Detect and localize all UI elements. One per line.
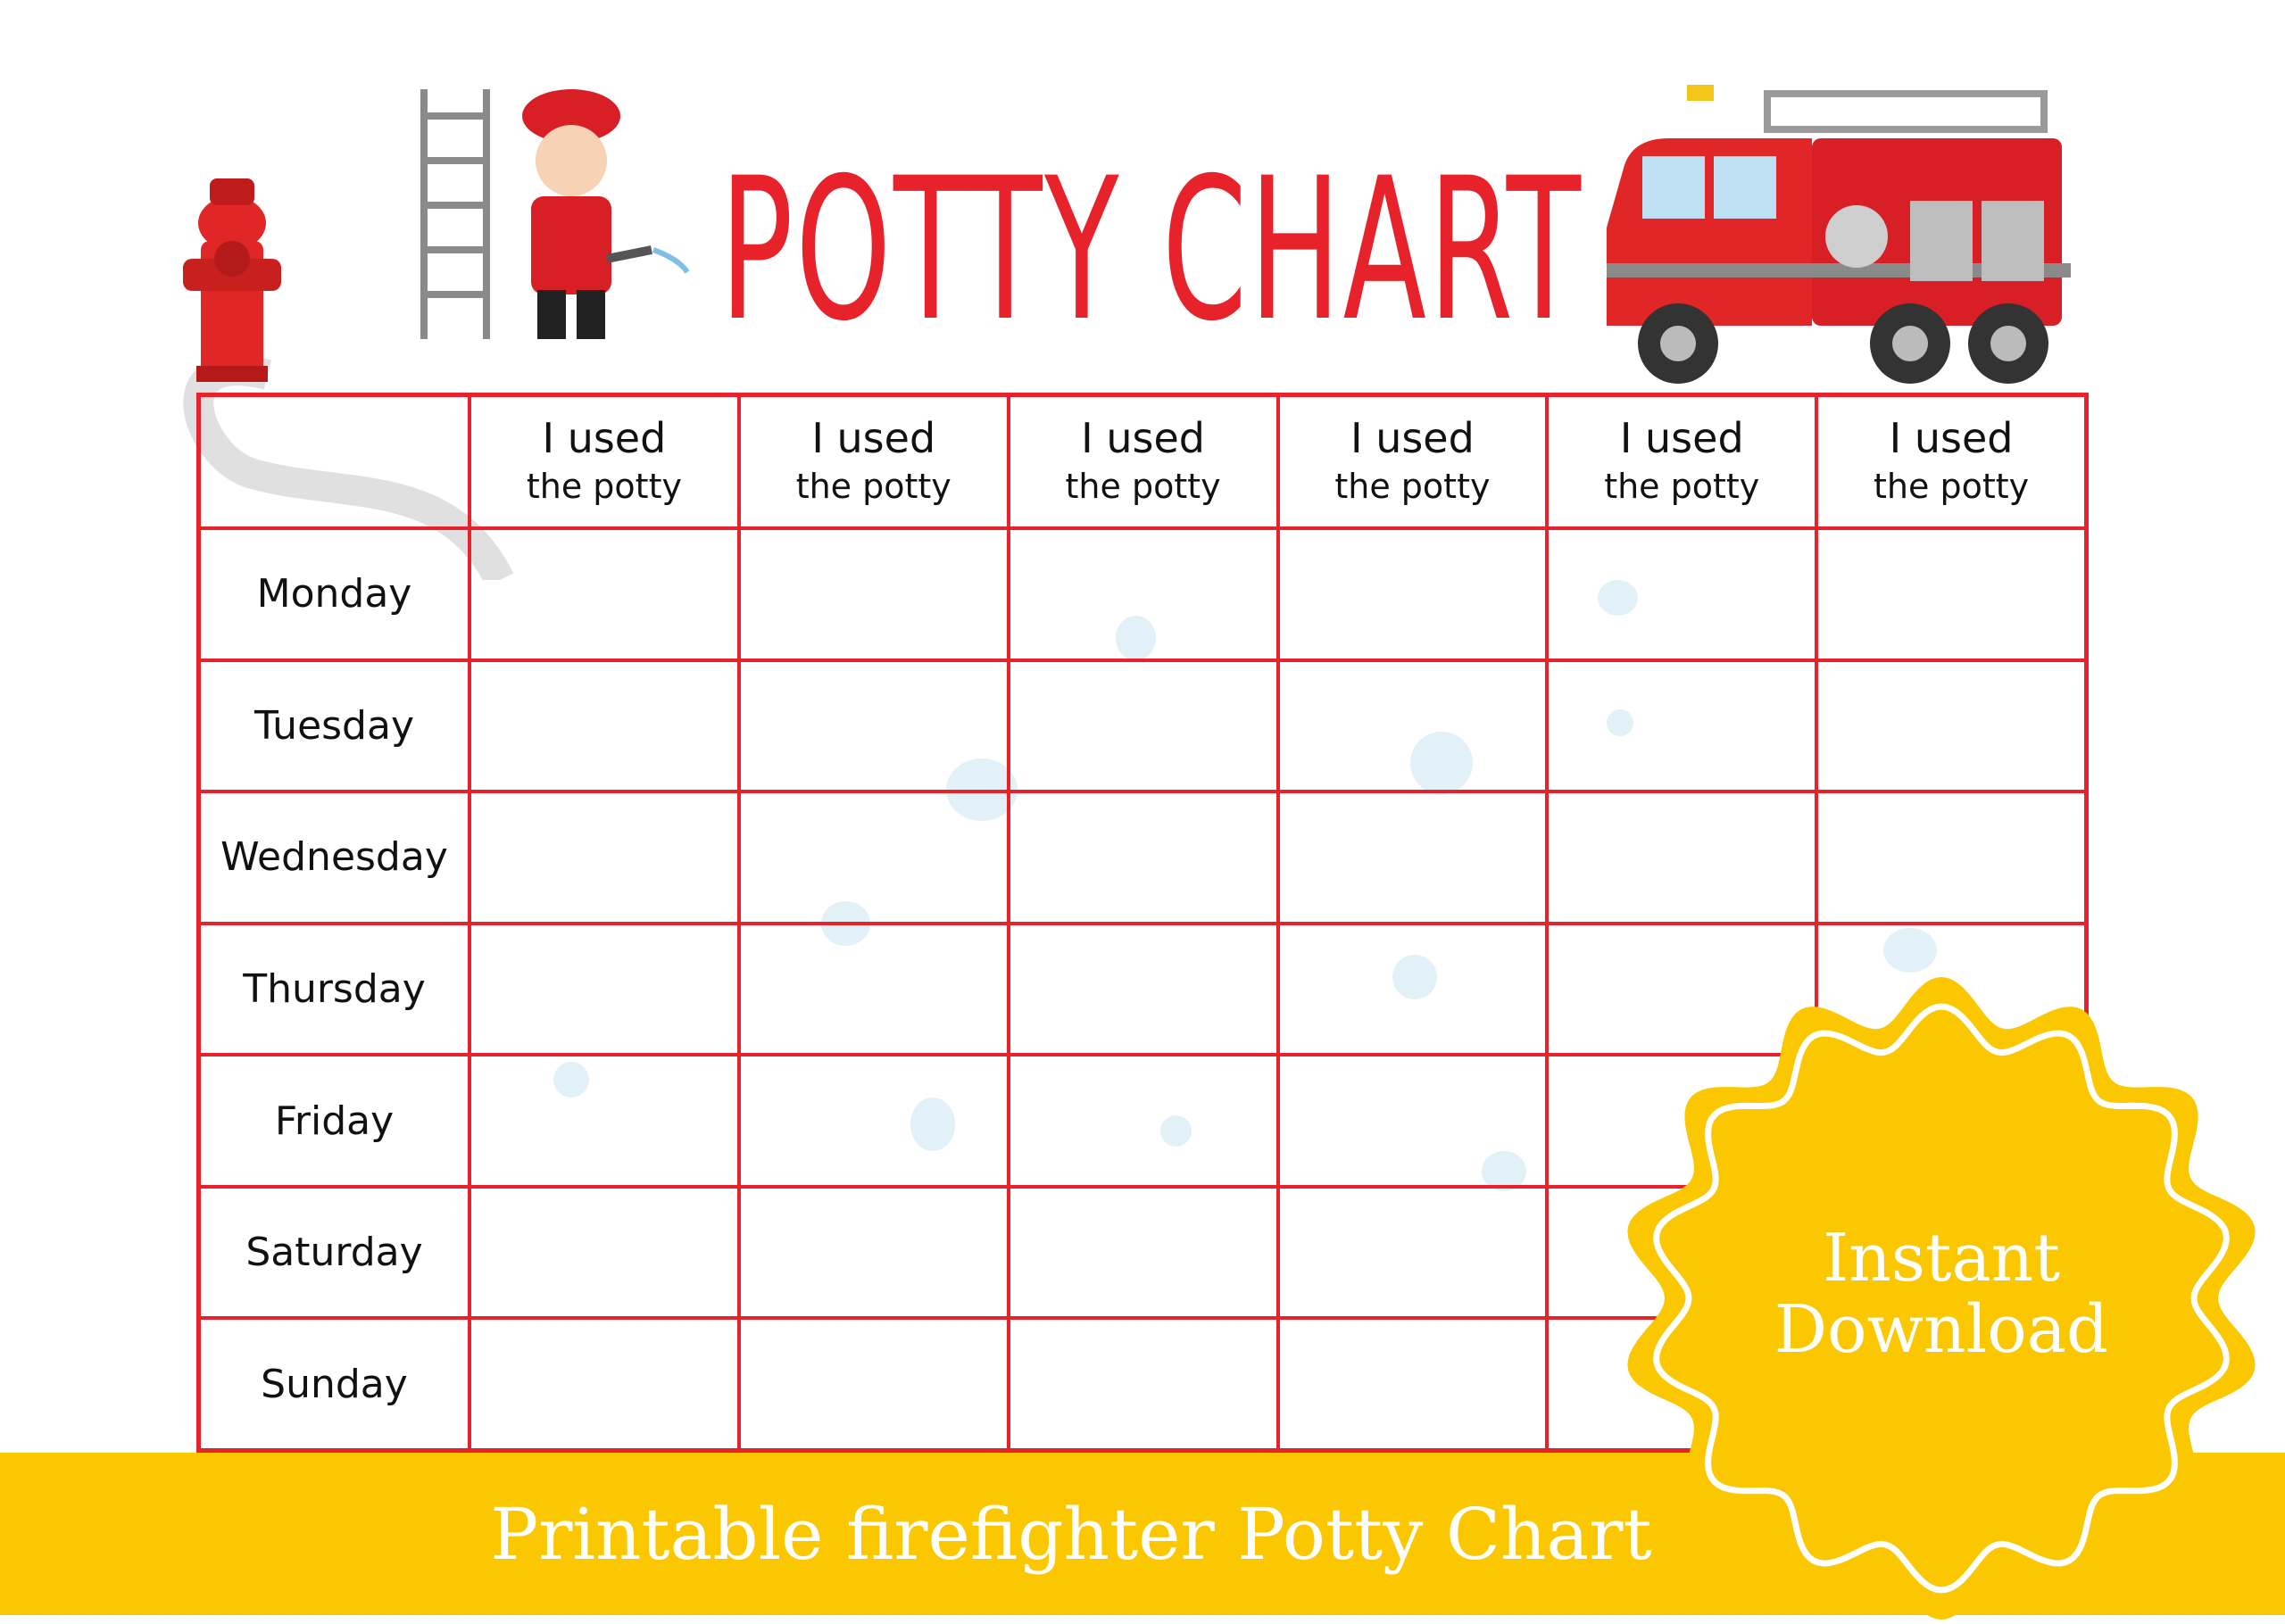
header-line-2: the potty: [1604, 466, 1760, 506]
corner-cell: [199, 395, 469, 528]
header-line-1: I used: [1619, 413, 1744, 462]
sticker-cell[interactable]: [469, 528, 739, 660]
firefighter-icon: [522, 89, 690, 339]
header-line-1: I used: [1350, 413, 1475, 462]
sticker-cell[interactable]: [1008, 1055, 1278, 1187]
header-line-2: the potty: [526, 466, 682, 506]
sticker-cell[interactable]: [469, 1186, 739, 1319]
sticker-cell[interactable]: [469, 659, 739, 792]
column-header: I used the potty: [1277, 395, 1548, 528]
sticker-cell[interactable]: [738, 528, 1009, 660]
day-label: Saturday: [199, 1186, 469, 1319]
sticker-cell[interactable]: [1277, 659, 1548, 792]
header-line-1: I used: [1081, 413, 1205, 462]
header-line-1: I used: [1889, 413, 2014, 462]
day-label: Tuesday: [199, 659, 469, 792]
header-line-2: the potty: [795, 466, 951, 506]
sticker-cell[interactable]: [738, 791, 1009, 924]
column-header: I used the potty: [1008, 395, 1278, 528]
column-header: I used the potty: [1816, 395, 2086, 528]
header-line-2: the potty: [1334, 466, 1491, 506]
sticker-cell[interactable]: [1008, 1186, 1278, 1319]
day-label: Sunday: [199, 1318, 469, 1450]
sticker-cell[interactable]: [1277, 1055, 1548, 1187]
sticker-cell[interactable]: [1277, 1318, 1548, 1450]
sticker-cell[interactable]: [469, 1055, 739, 1187]
sticker-cell[interactable]: [738, 659, 1009, 792]
badge-text: Instant Download: [1660, 1222, 2223, 1365]
sticker-cell[interactable]: [469, 791, 739, 924]
header-line-1: I used: [542, 413, 667, 462]
sticker-cell[interactable]: [1008, 791, 1278, 924]
sticker-cell[interactable]: [1008, 1318, 1278, 1450]
header-line-2: the potty: [1874, 466, 2030, 506]
sticker-cell[interactable]: [1816, 659, 2086, 792]
sticker-cell[interactable]: [1008, 528, 1278, 660]
sticker-cell[interactable]: [1547, 923, 1817, 1056]
sticker-cell[interactable]: [738, 1055, 1009, 1187]
day-label: Thursday: [199, 923, 469, 1056]
sticker-cell[interactable]: [1547, 791, 1817, 924]
sticker-cell[interactable]: [1816, 791, 2086, 924]
sticker-cell[interactable]: [1547, 659, 1817, 792]
fire-hose-icon: [183, 355, 514, 580]
sticker-cell[interactable]: [1277, 528, 1548, 660]
sticker-cell[interactable]: [738, 923, 1009, 1056]
day-label: Wednesday: [199, 791, 469, 924]
sticker-cell[interactable]: [1547, 528, 1817, 660]
sticker-cell[interactable]: [1008, 923, 1278, 1056]
ladder-icon: [420, 89, 490, 339]
firefighter-illustration: [183, 89, 690, 580]
sticker-cell[interactable]: [469, 923, 739, 1056]
day-label: Monday: [199, 528, 469, 660]
sticker-cell[interactable]: [1277, 791, 1548, 924]
badge-line-2: Download: [1774, 1291, 2109, 1368]
sticker-cell[interactable]: [738, 1186, 1009, 1319]
sticker-cell[interactable]: [469, 1318, 739, 1450]
fire-hydrant-icon: [183, 178, 281, 382]
fire-truck-icon: [1607, 85, 2071, 384]
day-label: Friday: [199, 1055, 469, 1187]
sticker-cell[interactable]: [1008, 659, 1278, 792]
column-header: I used the potty: [1547, 395, 1817, 528]
sticker-cell[interactable]: [1277, 923, 1548, 1056]
badge-line-1: Instant: [1822, 1220, 2061, 1297]
sticker-cell[interactable]: [1277, 1186, 1548, 1319]
potty-chart-table: I used the potty I used the potty I used the …: [196, 393, 2089, 1453]
page-title: POTTY CHART: [719, 136, 1583, 364]
column-header: I used the potty: [469, 395, 739, 528]
footer-text: Printable firefighter Potty Chart: [490, 1492, 1652, 1576]
header-line-1: I used: [811, 413, 936, 462]
column-header: I used the potty: [738, 395, 1009, 528]
sticker-cell[interactable]: [1816, 528, 2086, 660]
sticker-cell[interactable]: [738, 1318, 1009, 1450]
header-line-2: the potty: [1065, 466, 1221, 506]
instant-download-badge: [1627, 977, 2256, 1620]
